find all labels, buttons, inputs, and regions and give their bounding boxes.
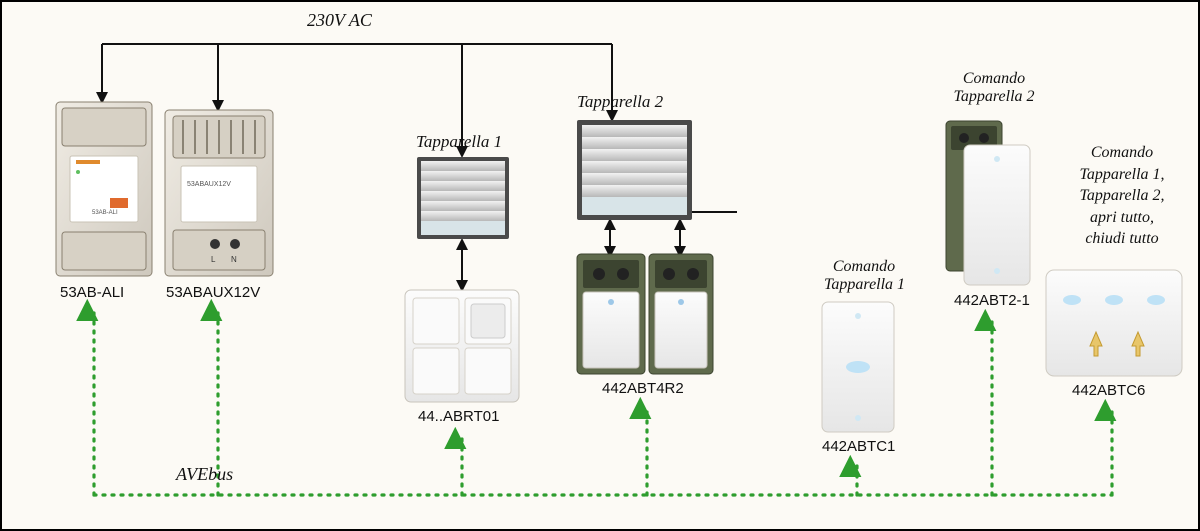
label-cmd-tap2: Comando Tapparella 2 xyxy=(944,70,1044,106)
svg-text:N: N xyxy=(231,255,237,264)
device-psu-main: 53AB-ALI xyxy=(56,102,152,276)
device-abtc1 xyxy=(822,302,894,432)
code-psu-aux: 53ABAUX12V xyxy=(166,284,260,301)
label-tapparella-2: Tapparella 2 xyxy=(577,92,663,112)
device-abrt01 xyxy=(405,290,519,402)
svg-text:53AB-ALI: 53AB-ALI xyxy=(92,210,118,216)
device-abtc6 xyxy=(1046,270,1182,376)
shutter-1 xyxy=(417,157,509,239)
device-abt4r2 xyxy=(577,254,713,374)
power-label: 230V AC xyxy=(307,10,372,31)
svg-text:53ABAUX12V: 53ABAUX12V xyxy=(187,181,231,188)
code-abrt01: 44..ABRT01 xyxy=(418,408,499,425)
code-abtc6: 442ABTC6 xyxy=(1072,382,1145,399)
wiring-diagram: { "header": { "power_label": "230V AC" }… xyxy=(0,0,1200,531)
svg-text:L: L xyxy=(211,255,216,264)
label-tapparella-1: Tapparella 1 xyxy=(416,132,502,152)
device-psu-aux: 53ABAUX12V L N xyxy=(165,110,273,276)
code-psu-main: 53AB-ALI xyxy=(60,284,124,301)
bus-label: AVEbus xyxy=(176,464,233,485)
code-abt4r2: 442ABT4R2 xyxy=(602,380,684,397)
code-abtc1: 442ABTC1 xyxy=(822,438,895,455)
shutter-2 xyxy=(577,120,692,220)
device-abt2-1 xyxy=(946,121,1030,285)
label-cmd-multi: Comando Tapparella 1, Tapparella 2, apri… xyxy=(1058,142,1186,250)
label-cmd-tap1: Comando Tapparella 1 xyxy=(824,258,904,294)
code-abt2-1: 442ABT2-1 xyxy=(954,292,1030,309)
